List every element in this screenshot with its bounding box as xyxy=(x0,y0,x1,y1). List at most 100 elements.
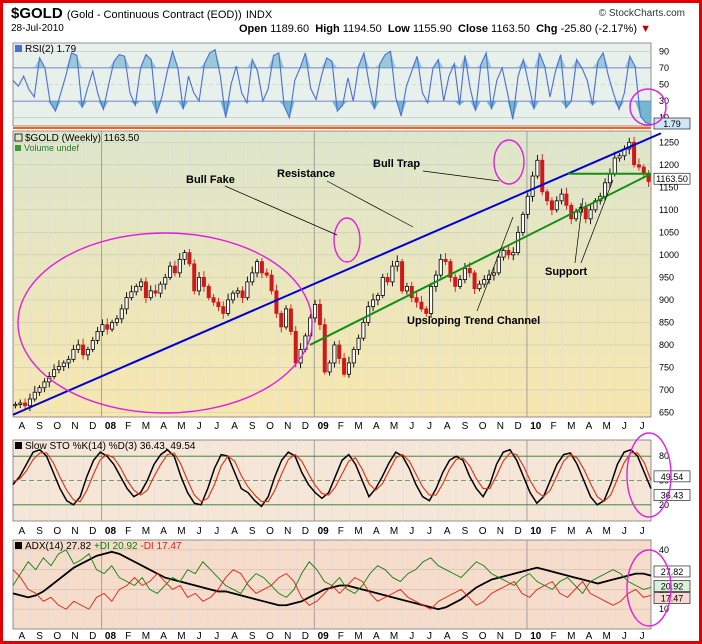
plus-di-value-tag-box xyxy=(653,580,691,592)
x-tick-label: A xyxy=(586,421,593,432)
candle-body xyxy=(197,276,202,292)
x-tick-label: A xyxy=(444,421,451,432)
candle-body xyxy=(385,276,390,283)
x-tick-label: M xyxy=(354,631,362,641)
plus-di-value-tag: 20.92 xyxy=(661,582,684,592)
candle-body xyxy=(269,274,274,292)
candle-body xyxy=(540,159,545,193)
candle-body xyxy=(119,308,124,320)
x-tick-label: A xyxy=(160,526,167,537)
x-tick-label: J xyxy=(409,526,414,537)
price-value-tag-box xyxy=(653,172,691,185)
candle-body xyxy=(284,308,289,328)
rsi-overbought-fill xyxy=(13,49,651,68)
candle-body xyxy=(37,387,42,393)
adx-legend-swatch xyxy=(15,542,22,549)
price-tick-label: 900 xyxy=(659,295,674,305)
x-tick-label: A xyxy=(231,631,238,641)
x-tick-label: J xyxy=(409,421,414,432)
candle-body xyxy=(327,362,332,373)
candle-body xyxy=(182,252,187,260)
x-tick-label: 10 xyxy=(530,631,542,641)
x-tick-label: N xyxy=(284,526,291,537)
candle-body xyxy=(520,213,525,233)
x-tick-label: S xyxy=(36,631,43,641)
high-label: High xyxy=(315,23,340,35)
candle-body xyxy=(85,349,90,356)
down-arrow-icon: ▼ xyxy=(640,23,651,35)
annotation-pointer xyxy=(326,180,414,228)
x-tick-label: F xyxy=(125,631,131,641)
ohlc-readout: Open 1189.60 High 1194.50 Low 1155.90 Cl… xyxy=(239,23,651,35)
x-tick-label: A xyxy=(160,631,167,641)
x-tick-label: J xyxy=(197,631,202,641)
x-tick-label: A xyxy=(19,631,26,641)
candle-body xyxy=(192,263,197,292)
candle-body xyxy=(153,290,158,294)
candle-body xyxy=(95,331,100,341)
x-tick-label: M xyxy=(177,631,185,641)
sto-line-%K xyxy=(12,448,652,508)
candle-body xyxy=(607,173,612,184)
open-value: 1189.60 xyxy=(270,23,310,35)
x-tick-label: J xyxy=(214,631,219,641)
price-tick-label: 950 xyxy=(659,272,674,282)
candle-body xyxy=(404,285,409,292)
adx-value-tag-box xyxy=(653,565,691,578)
candle-body xyxy=(124,297,129,310)
candle-body xyxy=(419,301,424,310)
x-tick-label: O xyxy=(479,421,487,432)
x-tick-label: 10 xyxy=(530,421,542,432)
candle-body xyxy=(143,281,148,299)
candle-body xyxy=(588,209,593,220)
annotation-bull-fake: Bull Fake xyxy=(186,174,235,186)
price-title: $GOLD (Weekly) 1163.50 xyxy=(25,133,140,144)
candle-body xyxy=(351,349,356,364)
x-tick-label: J xyxy=(214,421,219,432)
x-tick-label: J xyxy=(197,526,202,537)
x-tick-label: S xyxy=(36,526,43,537)
x-tick-label: O xyxy=(479,631,487,641)
candle-body xyxy=(139,281,144,287)
x-tick-label: O xyxy=(266,631,274,641)
volume-legend-swatch xyxy=(15,145,21,151)
x-tick-label: M xyxy=(142,526,150,537)
x-tick-label: O xyxy=(53,421,61,432)
date-label: 28-Jul-2010 xyxy=(11,23,64,34)
candle-body xyxy=(105,324,110,330)
candle-body xyxy=(554,200,559,211)
annotation-pointer xyxy=(580,179,614,264)
x-tick-label: N xyxy=(284,631,291,641)
sto-circle-annotation xyxy=(626,432,672,518)
candle-body xyxy=(114,318,119,323)
candle-body xyxy=(259,261,264,274)
adx-tick-label: 40 xyxy=(659,545,669,555)
price-value-tag: 1163.50 xyxy=(656,174,688,184)
candle-body xyxy=(482,279,487,285)
adx-title-part: +DI 20.92 xyxy=(94,541,140,552)
candle-body xyxy=(216,301,221,308)
bull-trap-ellipse xyxy=(493,139,525,185)
x-tick-label: 09 xyxy=(318,526,330,537)
x-tick-label: O xyxy=(479,526,487,537)
candle-body xyxy=(18,402,23,405)
rsi-circle-annotation xyxy=(629,88,667,126)
x-tick-label: F xyxy=(338,631,344,641)
candle-body xyxy=(356,337,361,350)
price-tick-label: 1000 xyxy=(659,250,679,260)
candle-body xyxy=(235,290,240,294)
candle-body xyxy=(206,285,211,299)
x-tick-label: F xyxy=(125,526,131,537)
candle-body xyxy=(491,272,496,276)
low-label: Low xyxy=(387,23,410,35)
candle-body xyxy=(559,193,564,202)
lower-channel-line xyxy=(309,172,652,346)
x-tick-label: M xyxy=(603,421,611,432)
candle-body xyxy=(516,231,521,254)
adx-value-tag: 27.82 xyxy=(661,567,684,577)
x-tick-label: F xyxy=(550,421,556,432)
candle-body xyxy=(245,281,250,299)
candle-body xyxy=(71,349,76,360)
adx-title: ADX(14) 27.82 +DI 20.92 -DI 17.47 xyxy=(25,541,182,552)
x-tick-label: D xyxy=(89,421,96,432)
